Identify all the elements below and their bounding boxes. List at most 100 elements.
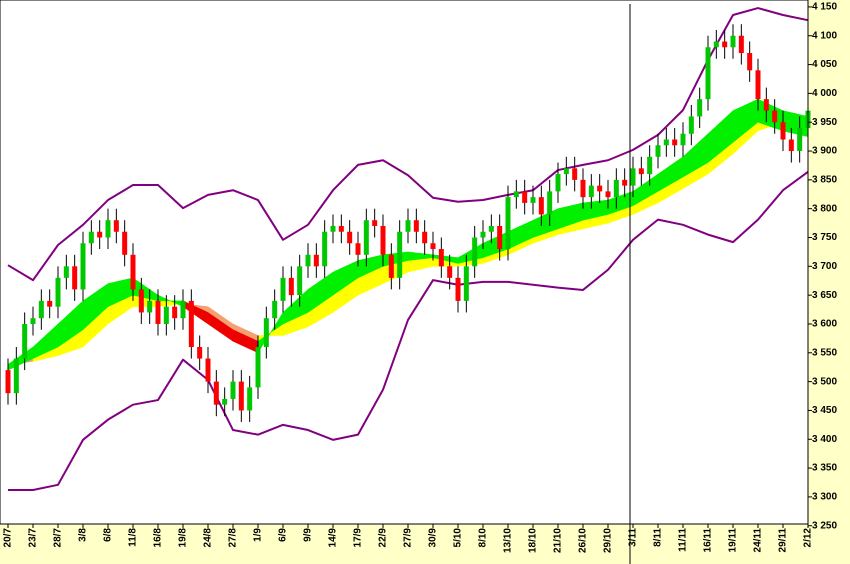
candle-body: [747, 53, 753, 71]
candle-body: [222, 398, 228, 405]
candle-body: [113, 220, 119, 232]
candle-body: [263, 318, 269, 348]
x-tick-label: 1/9: [253, 528, 264, 542]
candle-body: [305, 254, 311, 267]
x-tick-label: 19/11: [728, 528, 739, 553]
x-tick-label: 16/8: [153, 528, 164, 548]
x-tick-label: 29/11: [778, 528, 789, 553]
candle-body: [513, 191, 519, 198]
candle-body: [188, 300, 194, 348]
x-tick-label: 20/7: [3, 528, 14, 548]
candle-body: [330, 225, 336, 232]
candle-body: [772, 110, 778, 123]
y-tick-label: 3 850: [812, 174, 837, 185]
candle-body: [680, 133, 686, 146]
x-tick-label: 24/8: [203, 528, 214, 548]
candle-body: [322, 231, 328, 267]
candle-body: [30, 318, 36, 324]
plot-layer: [5, 7, 811, 491]
x-tick-label: 2/12: [803, 528, 814, 548]
candle-body: [630, 168, 636, 186]
candle-body: [538, 197, 544, 215]
x-tick-label: 22/9: [378, 528, 389, 548]
candle-body: [438, 249, 444, 267]
candle-body: [5, 370, 11, 394]
x-tick-label: 16/11: [703, 528, 714, 553]
candle-body: [455, 277, 461, 301]
candle-body: [363, 220, 369, 255]
x-tick-label: 27/9: [403, 528, 414, 548]
candle-body: [47, 300, 53, 307]
x-tick-label: 11/11: [678, 528, 689, 552]
candle-body: [613, 179, 619, 198]
candle-body: [380, 225, 386, 255]
candle-body: [497, 225, 503, 250]
candle-body: [272, 300, 278, 319]
x-tick-label: 8/10: [478, 528, 489, 548]
candle-body: [797, 127, 803, 152]
upper-band: [7, 7, 809, 282]
x-tick-label: 18/10: [528, 528, 539, 553]
candle-body: [705, 47, 711, 100]
candle-body: [488, 225, 494, 232]
y-tick-label: 3 750: [812, 232, 837, 243]
candle-body: [205, 358, 211, 382]
candle-body: [447, 266, 453, 278]
candle-body: [38, 300, 44, 319]
candle-body: [355, 243, 361, 255]
x-tick-label: 24/11: [753, 528, 764, 553]
candle-body: [647, 156, 653, 175]
candle-body: [413, 220, 419, 232]
y-tick-label: 3 600: [812, 319, 837, 330]
candle-body: [63, 266, 69, 278]
candle-body: [738, 35, 744, 54]
candle-body: [597, 185, 603, 192]
candle-body: [713, 41, 719, 48]
y-tick-label: 3 350: [812, 463, 837, 474]
candle-body: [155, 300, 161, 324]
candle-body: [55, 277, 61, 307]
x-tick-label: 8/11: [653, 528, 664, 547]
x-tick-label: 6/9: [278, 528, 289, 542]
y-tick-label: 4 000: [812, 88, 837, 99]
candle-body: [197, 347, 203, 359]
candle-body: [338, 225, 344, 232]
candle-body: [213, 381, 219, 405]
y-tick-label: 3 500: [812, 376, 837, 387]
candle-body: [755, 70, 761, 100]
x-tick-label: 27/8: [228, 528, 239, 548]
y-tick-label: 3 900: [812, 146, 837, 157]
x-tick-label: 14/9: [328, 528, 339, 548]
candle-body: [480, 231, 486, 238]
x-tick-label: 9/9: [303, 528, 314, 542]
x-tick-label: 11/8: [128, 528, 139, 547]
candle-body: [605, 191, 611, 198]
y-tick-label: 3 400: [812, 434, 837, 445]
y-tick-label: 3 800: [812, 203, 837, 214]
candle-body: [80, 243, 86, 290]
y-tick-label: 3 550: [812, 347, 837, 358]
y-tick-label: 3 650: [812, 290, 837, 301]
candle-body: [697, 99, 703, 117]
candle-body: [663, 139, 669, 146]
candle-body: [255, 347, 261, 388]
x-tick-label: 5/10: [453, 528, 464, 548]
x-tick-label: 6/8: [103, 528, 114, 542]
candle-body: [297, 266, 303, 296]
x-tick-label: 17/9: [353, 528, 364, 548]
x-tick-label: 3/8: [78, 528, 89, 542]
candle-body: [280, 277, 286, 301]
plot-border: [0, 0, 809, 525]
candle-body: [463, 266, 469, 301]
y-tick-label: 4 050: [812, 59, 837, 70]
candle-body: [688, 116, 694, 134]
candle-body: [580, 179, 586, 198]
y-tick-label: 3 700: [812, 261, 837, 272]
x-tick-label: 28/7: [53, 528, 64, 548]
y-tick-label: 3 450: [812, 405, 837, 416]
candle-body: [405, 220, 411, 232]
candle-body: [372, 220, 378, 226]
y-tick-label: 4 150: [812, 2, 837, 13]
candle-body: [347, 231, 353, 244]
